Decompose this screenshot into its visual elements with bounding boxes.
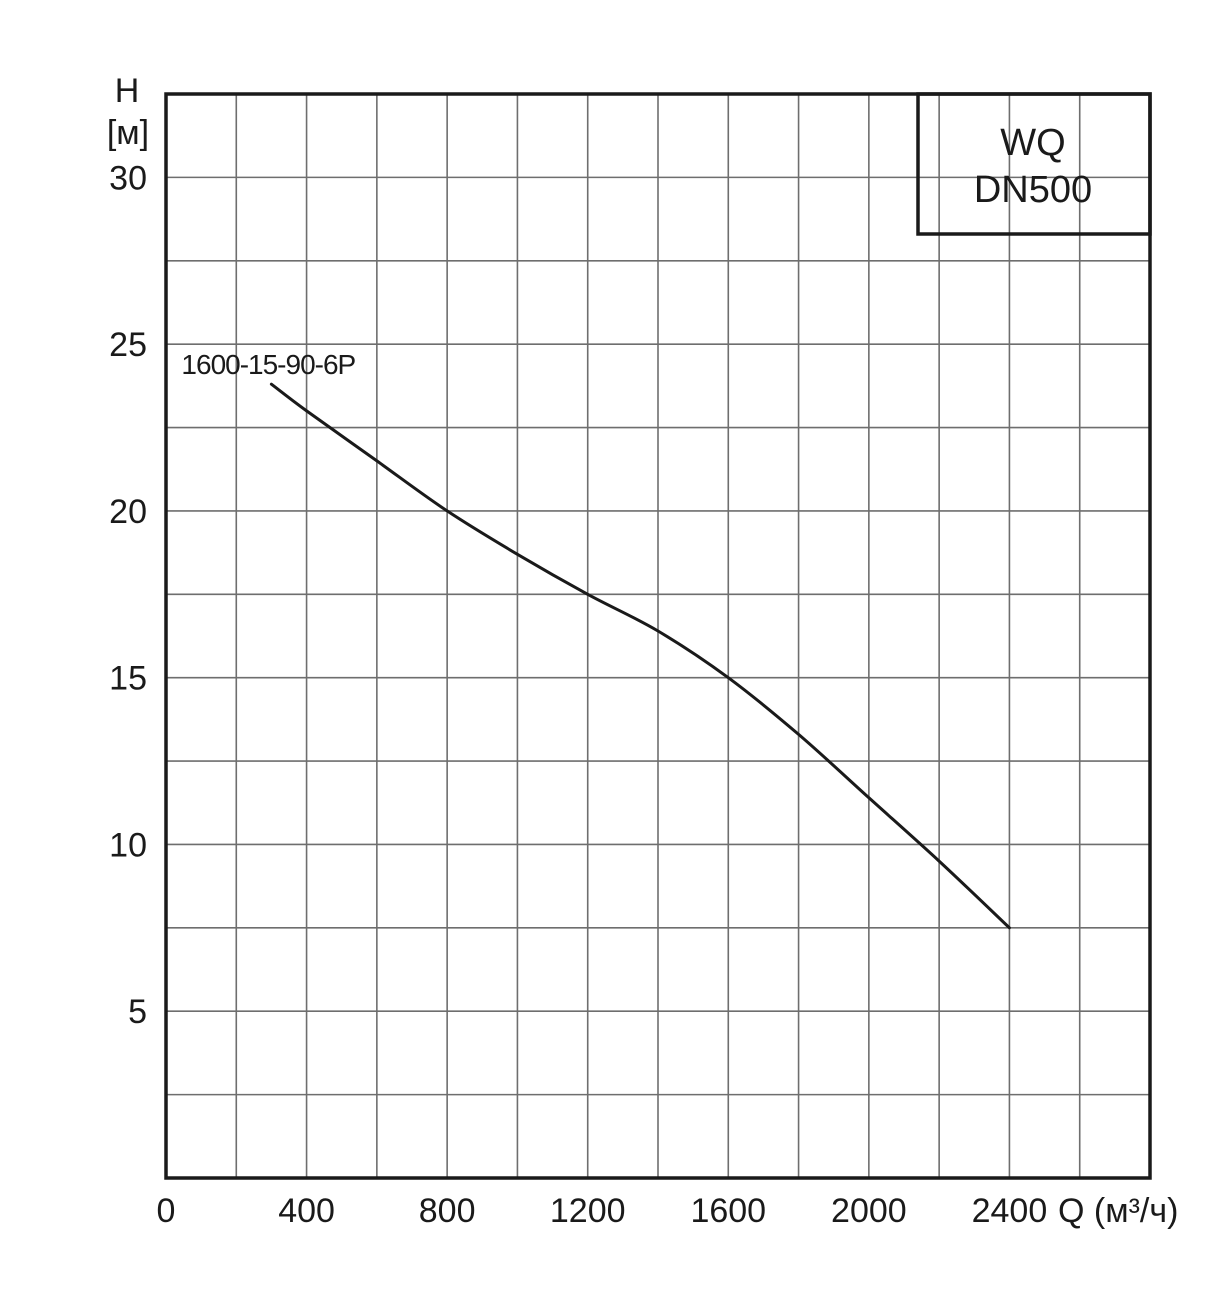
plot-frame [164,92,1152,1180]
y-axis-unit: [м] [107,114,149,152]
series-label: 1600-15-90-6P [181,349,355,380]
series-group: 1600-15-90-6P [181,349,1011,930]
y-tick-label: 15 [109,660,147,698]
x-tick-labels: 0 400 800 1200 1600 2000 2400 [157,1192,1048,1230]
y-axis-label: H [115,72,140,110]
x-tick-label: 800 [419,1192,476,1230]
y-tick-label: 5 [128,993,147,1031]
x-axis-label: Q (м³/ч) [1058,1192,1178,1230]
grid-lines [166,94,1150,1178]
x-tick-label: 1600 [690,1192,766,1230]
x-tick-label: 2000 [831,1192,907,1230]
model-box-line1: WQ [1000,122,1065,164]
model-box-frame [916,92,1152,236]
model-box: WQ DN500 [916,92,1152,236]
x-tick-label: 400 [278,1192,335,1230]
y-tick-label: 30 [109,159,147,197]
y-tick-label: 25 [109,326,147,364]
y-tick-label: 10 [109,826,147,864]
x-tick-label: 1200 [550,1192,626,1230]
y-tick-labels: 5 10 15 20 25 30 [109,159,147,1031]
series-line [269,382,1011,930]
y-tick-label: 20 [109,493,147,531]
x-tick-label: 0 [157,1192,176,1230]
x-tick-label: 2400 [972,1192,1048,1230]
model-box-line2: DN500 [974,169,1092,211]
